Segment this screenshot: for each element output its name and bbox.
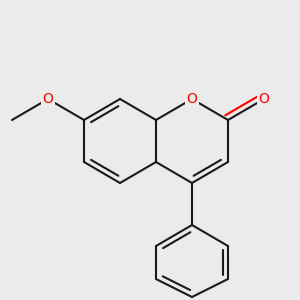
Text: O: O — [43, 92, 53, 106]
Text: O: O — [259, 92, 269, 106]
Text: O: O — [187, 92, 197, 106]
